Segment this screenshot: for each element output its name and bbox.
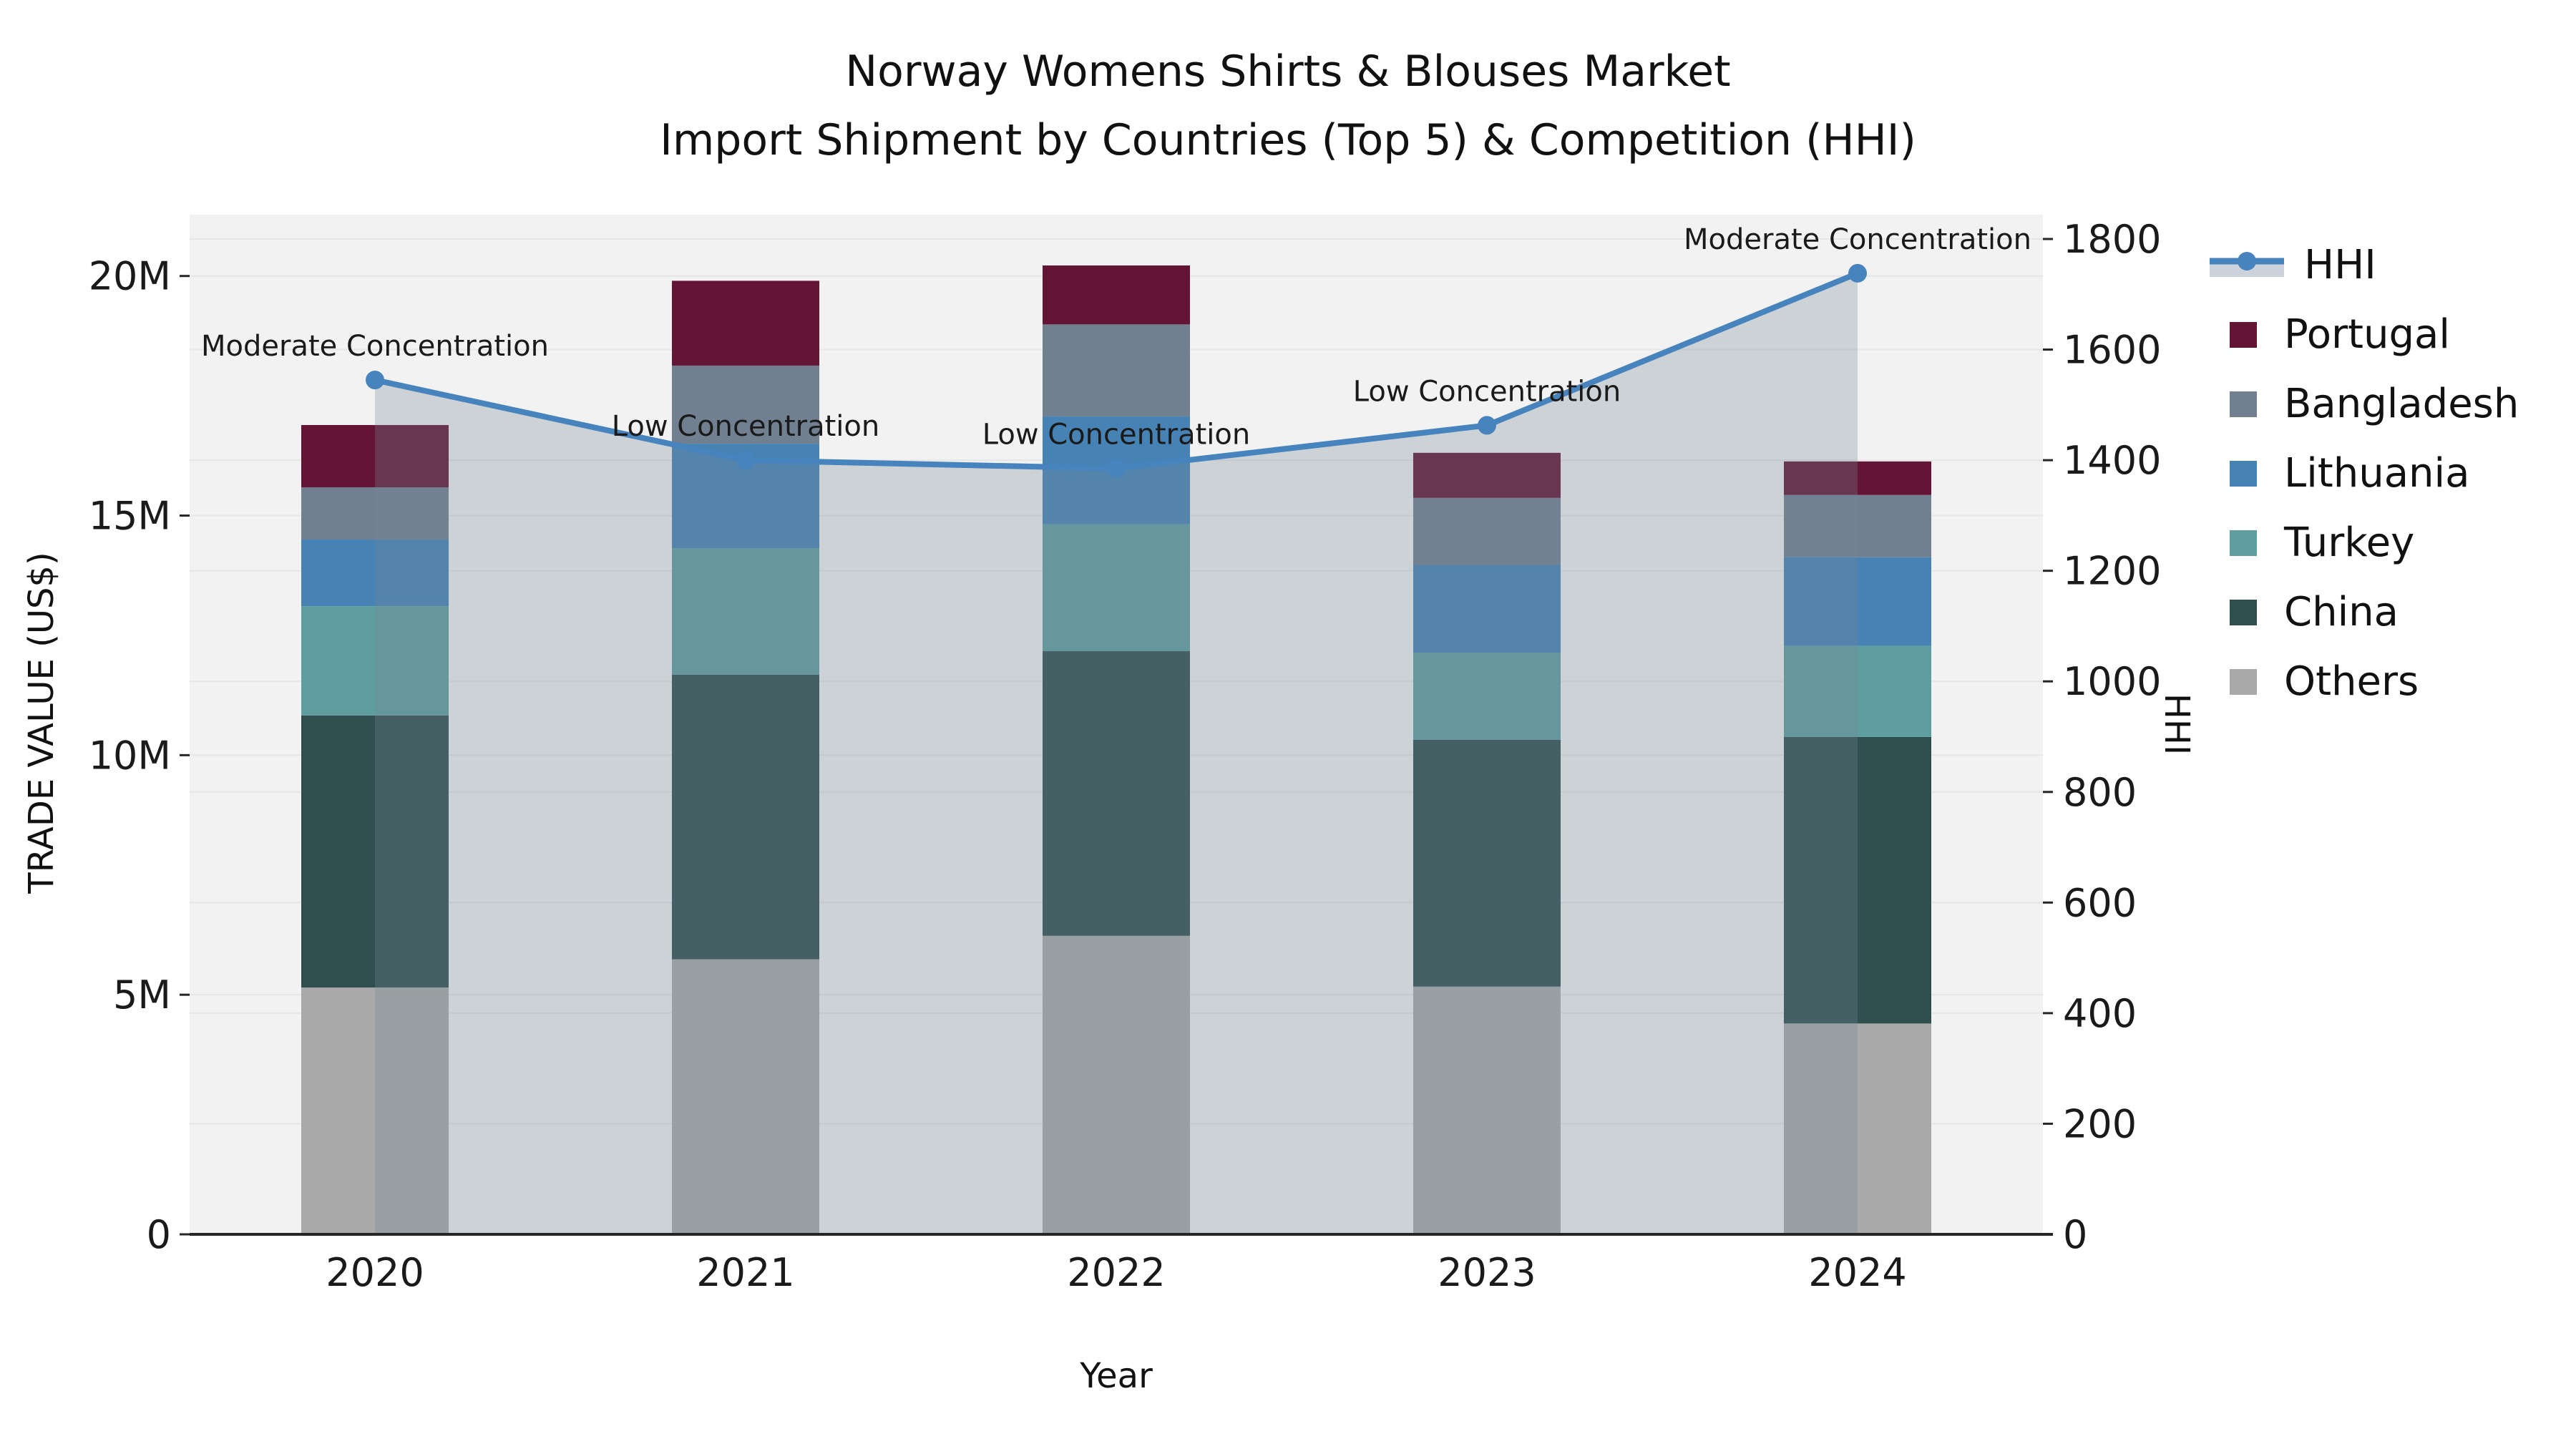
bar-segment-bangladesh-2024 (1784, 494, 1931, 557)
y-right-tick-label-800: 800 (2063, 770, 2137, 815)
x-axis-title: Year (1080, 1356, 1153, 1396)
bar-segment-bangladesh-2023 (1413, 497, 1561, 565)
bar-segment-portugal-2020 (301, 424, 449, 488)
legend: HHI Portugal Bangladesh Lithuania Turkey Chin… (2210, 230, 2519, 716)
hhi-marker-2020 (366, 371, 384, 390)
legend-item-others: Others (2210, 647, 2519, 716)
chart-title-line2: Import Shipment by Countries (Top 5) & C… (660, 115, 1916, 165)
y-left-tick-label-15: 15M (89, 494, 171, 539)
y-left-tick-label-10: 10M (89, 733, 171, 778)
y-left-tick-label-0: 0 (147, 1212, 171, 1257)
bar-segment-turkey-2020 (301, 606, 449, 716)
annotation-2020: Moderate Concentration (201, 330, 549, 363)
legend-item-bangladesh: Bangladesh (2210, 369, 2519, 439)
legend-label-hhi: HHI (2304, 242, 2376, 288)
bar-segment-others-2024 (1784, 1023, 1931, 1234)
y-left-tick-label-20: 20M (89, 254, 171, 299)
bar-segment-portugal-2023 (1413, 452, 1561, 498)
bar-segment-china-2020 (301, 715, 449, 988)
bar-segment-others-2020 (301, 987, 449, 1234)
y-right-tick-label-0: 0 (2063, 1212, 2087, 1257)
annotation-2021: Low Concentration (612, 410, 879, 443)
bar-segment-portugal-2021 (672, 280, 819, 366)
legend-label-lithuania: Lithuania (2284, 450, 2470, 497)
bar-segment-others-2022 (1043, 935, 1190, 1234)
legend-label-portugal: Portugal (2284, 311, 2450, 358)
y-right-tick-label-400: 400 (2063, 991, 2137, 1036)
bar-segment-others-2023 (1413, 986, 1561, 1234)
y-right-tick-label-1600: 1600 (2063, 328, 2161, 373)
legend-swatch-turkey (2230, 530, 2257, 556)
legend-item-turkey: Turkey (2210, 508, 2519, 577)
bar-segment-lithuania-2020 (301, 540, 449, 607)
y-axis-left-title: TRADE VALUE (US$) (21, 552, 62, 894)
x-tick-label-2024: 2024 (1808, 1250, 1906, 1295)
legend-label-others: Others (2284, 658, 2419, 705)
hhi-area-fill (375, 273, 1858, 1234)
y-right-tick-label-1000: 1000 (2063, 659, 2161, 704)
legend-swatch-lithuania (2230, 460, 2257, 487)
y-right-tick-label-200: 200 (2063, 1101, 2137, 1146)
bar-segment-china-2022 (1043, 651, 1190, 936)
bar-segment-bangladesh-2022 (1043, 324, 1190, 416)
bar-segment-turkey-2022 (1043, 524, 1190, 652)
bar-segment-portugal-2024 (1784, 461, 1931, 495)
hhi-marker-2021 (736, 451, 755, 470)
chart-title-line1: Norway Womens Shirts & Blouses Market (845, 47, 1731, 97)
legend-item-lithuania: Lithuania (2210, 439, 2519, 508)
hhi-marker-2024 (1848, 263, 1867, 283)
bar-segment-portugal-2022 (1043, 265, 1190, 325)
y-axis-right-title: HHI (2157, 693, 2197, 756)
legend-swatch-others (2230, 668, 2257, 695)
bar-segment-china-2023 (1413, 739, 1561, 987)
bar-segment-bangladesh-2020 (301, 487, 449, 540)
y-right-tick-label-1800: 1800 (2063, 217, 2161, 262)
hhi-line-icon (2210, 250, 2284, 281)
x-tick-label-2020: 2020 (326, 1250, 424, 1295)
bar-segment-lithuania-2023 (1413, 565, 1561, 653)
bar-segment-lithuania-2024 (1784, 557, 1931, 646)
legend-label-bangladesh: Bangladesh (2284, 381, 2519, 427)
annotation-2023: Low Concentration (1353, 375, 1621, 408)
hhi-marker-2023 (1478, 416, 1496, 435)
bar-segment-others-2021 (672, 959, 819, 1234)
x-tick-label-2021: 2021 (696, 1250, 794, 1295)
annotation-2022: Low Concentration (982, 419, 1250, 452)
bar-segment-turkey-2021 (672, 548, 819, 675)
legend-swatch-china (2230, 599, 2257, 625)
y-right-tick-label-600: 600 (2063, 880, 2137, 925)
legend-label-turkey: Turkey (2284, 519, 2415, 566)
hhi-marker-2022 (1107, 459, 1126, 478)
annotation-2024: Moderate Concentration (1684, 223, 2031, 256)
bar-segment-turkey-2023 (1413, 653, 1561, 740)
legend-item-portugal: Portugal (2210, 300, 2519, 369)
bar-segment-turkey-2024 (1784, 645, 1931, 737)
chart-title: Norway Womens Shirts & Blouses Market Im… (0, 37, 2576, 175)
legend-swatch-portugal (2230, 321, 2257, 348)
bar-segment-china-2021 (672, 674, 819, 960)
y-right-tick-label-1200: 1200 (2063, 549, 2161, 594)
y-right-tick-label-1400: 1400 (2063, 438, 2161, 483)
y-left-tick-label-5: 5M (113, 972, 171, 1018)
legend-item-china: China (2210, 577, 2519, 647)
x-tick-label-2022: 2022 (1067, 1250, 1165, 1295)
bar-segment-china-2024 (1784, 736, 1931, 1024)
bar-segment-bangladesh-2021 (672, 365, 819, 444)
legend-item-hhi: HHI (2210, 230, 2519, 300)
x-tick-label-2023: 2023 (1438, 1250, 1536, 1295)
legend-label-china: China (2284, 589, 2399, 635)
legend-swatch-bangladesh (2230, 391, 2257, 417)
